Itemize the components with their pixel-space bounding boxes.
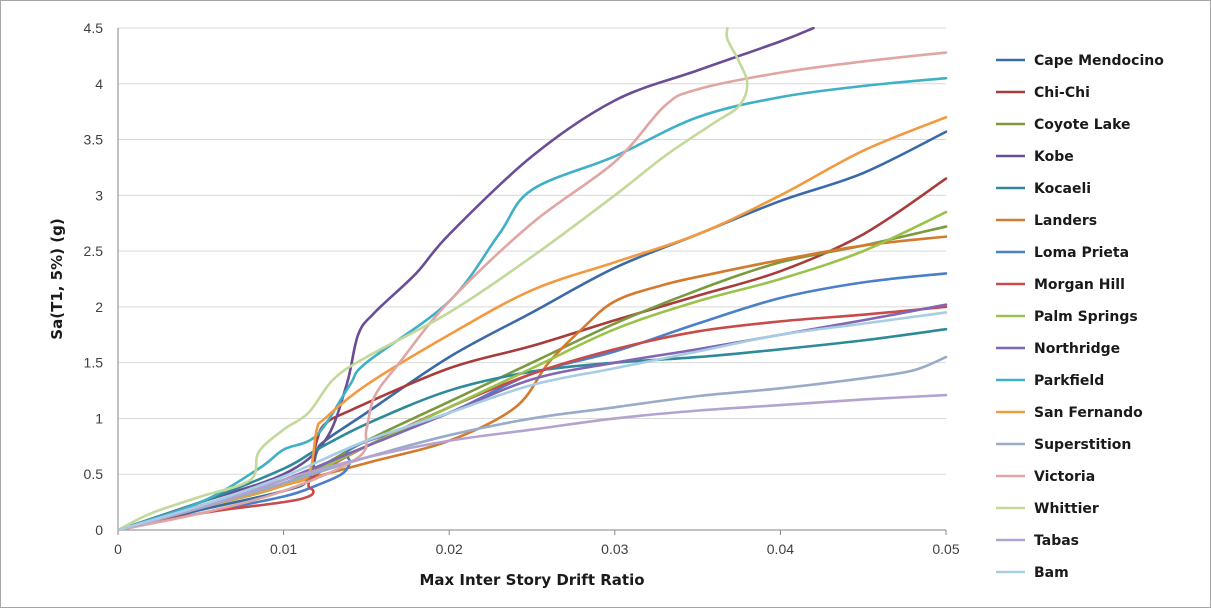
x-tick-label: 0.02 <box>436 541 463 557</box>
legend: Cape Mendocino Chi-Chi Coyote Lake Kobe Koca… <box>996 53 1164 581</box>
x-axis-title: Max Inter Story Drift Ratio <box>419 571 644 589</box>
series-line-chi-chi <box>118 177 948 530</box>
gridlines <box>118 27 946 531</box>
legend-label: Tabas <box>1034 533 1079 549</box>
y-tick-label: 4 <box>95 76 103 92</box>
y-tick-label: 3 <box>95 187 103 203</box>
y-tick-label: 3.5 <box>84 132 104 148</box>
series-line-san-fernando <box>118 115 948 530</box>
series-lines <box>118 27 948 530</box>
y-tick-label: 2 <box>95 299 103 315</box>
x-tick-label: 0.01 <box>270 541 297 557</box>
legend-label: Palm Springs <box>1034 309 1138 325</box>
y-tick-label: 0.5 <box>84 466 104 482</box>
legend-label: Kocaeli <box>1034 181 1091 197</box>
legend-label: Whittier <box>1034 501 1099 517</box>
legend-label: Bam <box>1034 565 1069 581</box>
x-tick-label: 0 <box>114 541 122 557</box>
legend-label: Cape Mendocino <box>1034 53 1164 69</box>
legend-label: Coyote Lake <box>1034 117 1131 133</box>
series-line-cape-mendocino <box>118 130 948 530</box>
y-axis-title: Sa(T1, 5%) (g) <box>48 218 66 339</box>
series-line-kocaeli <box>118 327 948 530</box>
axes: 0 0.5 1 1.5 2 2.5 3 3.5 4 4.5 0 0.01 0.02 0.03 0.04 0.0… <box>84 20 960 557</box>
legend-label: Chi-Chi <box>1034 85 1090 101</box>
y-tick-label: 1.5 <box>84 355 104 371</box>
legend-label: Victoria <box>1034 469 1095 485</box>
series-line-whittier <box>118 27 749 530</box>
legend-label: Loma Prieta <box>1034 245 1129 261</box>
series-line-superstition <box>118 355 948 530</box>
legend-label: Superstition <box>1034 437 1131 453</box>
x-tick-label: 0.05 <box>932 541 959 557</box>
legend-label: Landers <box>1034 213 1097 229</box>
y-tick-label: 2.5 <box>84 243 104 259</box>
series-line-bam <box>118 311 948 530</box>
series-line-parkfield <box>118 76 948 530</box>
legend-label: Morgan Hill <box>1034 277 1125 293</box>
series-line-tabas <box>118 393 948 530</box>
y-tick-label: 1 <box>95 410 103 426</box>
legend-label: Northridge <box>1034 341 1120 357</box>
y-tick-label: 4.5 <box>84 20 104 36</box>
x-tick-label: 0.03 <box>601 541 628 557</box>
series-line-victoria <box>118 51 948 530</box>
legend-label: Parkfield <box>1034 373 1104 389</box>
y-tick-label: 0 <box>95 522 103 538</box>
series-line-kobe <box>118 27 815 530</box>
legend-label: Kobe <box>1034 149 1074 165</box>
legend-label: San Fernando <box>1034 405 1143 421</box>
x-tick-label: 0.04 <box>767 541 794 557</box>
